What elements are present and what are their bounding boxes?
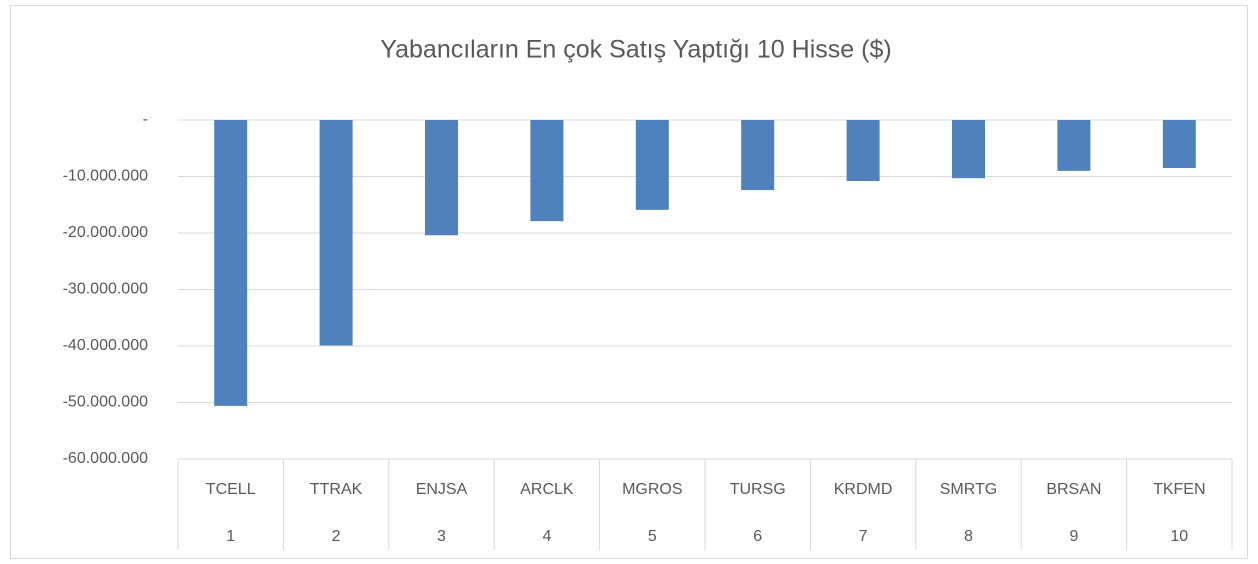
- y-tick-label: -60.000.000: [63, 450, 149, 467]
- x-tick-label: TURSG: [730, 481, 786, 498]
- bar: [952, 120, 985, 179]
- bar: [1162, 120, 1196, 169]
- chart-border: [10, 5, 1248, 559]
- y-tick-label: -50.000.000: [63, 394, 149, 411]
- x-rank-label: 8: [964, 528, 973, 545]
- x-rank-label: 7: [859, 528, 868, 545]
- bar: [1057, 120, 1091, 171]
- x-tick-label: KRDMD: [834, 481, 893, 498]
- x-tick-label: ARCLK: [520, 481, 574, 498]
- x-rank-label: 9: [1069, 528, 1078, 545]
- bar: [319, 120, 353, 346]
- y-tick-label: -30.000.000: [63, 281, 149, 298]
- y-tick-label: -10.000.000: [63, 168, 149, 185]
- y-tick-label: -40.000.000: [63, 337, 149, 354]
- bar: [214, 120, 248, 406]
- x-rank-label: 5: [648, 528, 657, 545]
- x-tick-label: TCELL: [206, 481, 256, 498]
- bar: [530, 120, 564, 222]
- bar: [635, 120, 669, 210]
- x-tick-label: ENJSA: [416, 481, 468, 498]
- x-rank-label: 4: [542, 528, 551, 545]
- bar: [425, 120, 458, 236]
- bar: [846, 120, 880, 182]
- x-rank-label: 3: [437, 528, 446, 545]
- x-rank-label: 6: [753, 528, 762, 545]
- bar: [741, 120, 775, 191]
- chart-title: Yabancıların En çok Satış Yaptığı 10 His…: [380, 36, 891, 64]
- x-tick-label: MGROS: [622, 481, 682, 498]
- x-tick-label: TKFEN: [1153, 481, 1205, 498]
- x-rank-label: 1: [226, 528, 235, 545]
- x-tick-label: TTRAK: [310, 481, 363, 498]
- y-tick-label: -20.000.000: [63, 224, 149, 241]
- x-tick-label: SMRTG: [940, 481, 997, 498]
- x-rank-label: 10: [1170, 528, 1188, 545]
- x-tick-label: BRSAN: [1046, 481, 1101, 498]
- x-rank-label: 2: [332, 528, 341, 545]
- y-tick-label: -: [143, 111, 148, 128]
